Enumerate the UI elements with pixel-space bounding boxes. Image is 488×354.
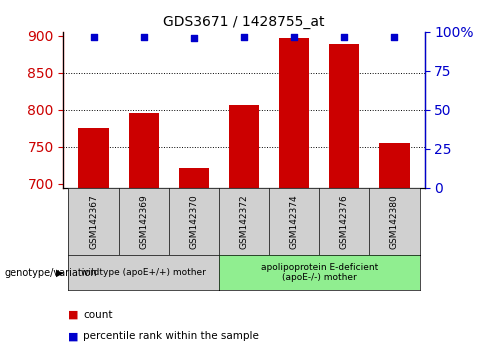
Text: GSM142372: GSM142372 — [240, 194, 248, 249]
Bar — [129, 113, 159, 188]
Text: GSM142369: GSM142369 — [139, 194, 148, 249]
Text: percentile rank within the sample: percentile rank within the sample — [83, 331, 259, 341]
Bar — [229, 104, 259, 188]
Text: GSM142380: GSM142380 — [390, 194, 399, 249]
Text: ■: ■ — [68, 310, 82, 320]
Bar — [279, 38, 309, 188]
Point — [140, 34, 147, 39]
Bar — [329, 45, 359, 188]
Text: count: count — [83, 310, 113, 320]
Point — [290, 34, 298, 39]
Title: GDS3671 / 1428755_at: GDS3671 / 1428755_at — [163, 16, 325, 29]
Text: ▶: ▶ — [56, 268, 63, 278]
Text: wildtype (apoE+/+) mother: wildtype (apoE+/+) mother — [81, 268, 206, 277]
Text: GSM142376: GSM142376 — [340, 194, 349, 249]
Text: GSM142370: GSM142370 — [189, 194, 198, 249]
Point — [190, 35, 198, 41]
Point — [90, 34, 98, 39]
Point — [390, 34, 398, 39]
Text: genotype/variation: genotype/variation — [5, 268, 98, 278]
Point — [240, 34, 248, 39]
Bar — [179, 167, 209, 188]
Text: ■: ■ — [68, 331, 82, 341]
Point — [341, 34, 348, 39]
Text: apolipoprotein E-deficient
(apoE-/-) mother: apolipoprotein E-deficient (apoE-/-) mot… — [261, 263, 378, 282]
Text: GSM142374: GSM142374 — [290, 194, 299, 249]
Bar — [380, 143, 409, 188]
Text: GSM142367: GSM142367 — [89, 194, 98, 249]
Bar — [79, 128, 108, 188]
